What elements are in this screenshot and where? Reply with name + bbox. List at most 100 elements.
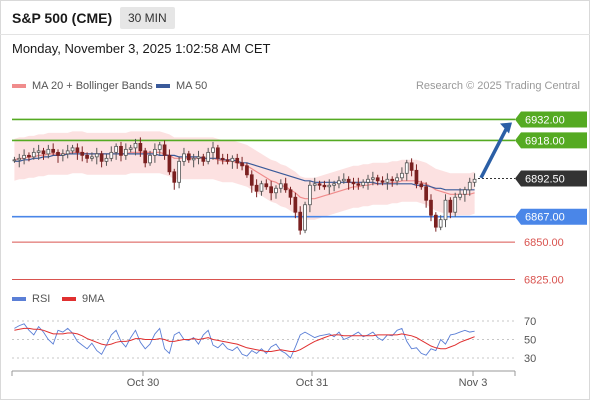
candle-body: [41, 150, 46, 155]
bollinger-bands: [14, 131, 475, 220]
candle: [438, 215, 443, 231]
x-tick-label: Oct 30: [127, 377, 159, 389]
level-label-6918.00: 6918.00: [525, 135, 565, 147]
candle-body: [31, 151, 36, 158]
candle-body: [433, 214, 438, 228]
candle: [322, 180, 327, 190]
candle-body: [56, 151, 60, 156]
candle-body: [240, 162, 244, 167]
candle-body: [361, 181, 366, 186]
rsi-panel: 70 50 30: [12, 316, 536, 365]
candle: [274, 185, 278, 199]
candle: [288, 186, 293, 205]
candle: [94, 147, 99, 165]
candle-body: [400, 172, 404, 179]
candle-body: [99, 153, 104, 162]
candle-body: [424, 186, 428, 201]
candle: [186, 150, 191, 163]
candle-body: [458, 193, 462, 198]
candle: [80, 146, 85, 162]
candle: [303, 201, 307, 234]
candle: [414, 164, 419, 189]
candle: [467, 177, 472, 196]
candle: [283, 177, 288, 193]
candle: [240, 156, 244, 171]
candle-body: [351, 181, 356, 185]
candle: [458, 188, 462, 201]
candle-body: [182, 153, 186, 162]
candle: [337, 176, 341, 189]
candle: [206, 147, 211, 165]
candle: [119, 141, 123, 162]
candle: [298, 206, 303, 235]
candle: [36, 144, 41, 160]
candle: [409, 158, 414, 177]
candle-body: [65, 150, 70, 155]
candle-body: [90, 156, 94, 159]
level-tag-bg: [515, 132, 587, 149]
candle: [167, 149, 172, 175]
legend-ma50: MA 50: [156, 80, 207, 92]
x-tick-label: Nov 3: [459, 377, 488, 389]
forecast-arrow: [479, 122, 512, 179]
level-label-6892.50: 6892.50: [525, 174, 565, 186]
candle-body: [225, 159, 230, 162]
bollinger-band-area: [14, 131, 475, 220]
timestamp: Monday, November 3, 2025 1:02:58 AM CET: [12, 41, 271, 56]
candle-body: [327, 184, 332, 188]
level-tag-6918.00: 6918.00: [515, 132, 587, 149]
candle: [395, 173, 399, 186]
level-tag-6867.00: 6867.00: [515, 208, 587, 225]
candle: [70, 144, 75, 154]
candle: [463, 186, 467, 202]
candle-body: [341, 178, 346, 182]
candle: [114, 143, 118, 160]
candle-body: [322, 184, 327, 188]
candle: [366, 174, 370, 190]
candle-body: [404, 162, 409, 174]
candle: [211, 141, 215, 160]
candle-body: [448, 199, 453, 213]
candle: [143, 147, 148, 168]
candle-body: [12, 159, 17, 162]
level-tag-bg: [515, 111, 587, 128]
level-label-6825.00: 6825.00: [524, 275, 564, 287]
candle-body: [191, 157, 196, 161]
forecast-arrow-head: [500, 122, 512, 134]
candle-body: [467, 181, 472, 191]
candle: [56, 149, 60, 163]
candle: [201, 153, 206, 166]
candle: [216, 144, 220, 165]
interval-badge[interactable]: 30 MIN: [120, 7, 175, 29]
candle-body: [109, 151, 114, 159]
candle-body: [283, 183, 288, 191]
legend-ma20: MA 20 + Bollinger Bands: [12, 80, 153, 92]
candle-body: [429, 199, 433, 216]
rsi-level-label-30: 30: [524, 353, 536, 365]
candle-body: [172, 171, 177, 183]
candle-body: [167, 154, 172, 173]
candle: [51, 143, 56, 156]
candle: [433, 212, 438, 232]
candle: [356, 177, 361, 190]
forecast-arrow-shaft: [479, 126, 509, 179]
candle: [235, 153, 240, 169]
candle-body: [104, 157, 109, 162]
candle: [390, 176, 395, 187]
candle: [380, 176, 385, 186]
candle: [448, 197, 453, 219]
candle: [85, 152, 89, 163]
level-label-6867.00: 6867.00: [525, 212, 565, 224]
candle: [153, 143, 157, 163]
candle-body: [356, 183, 361, 186]
candle: [27, 152, 31, 162]
candle-body: [346, 178, 351, 183]
candle: [46, 144, 51, 159]
candle-body: [201, 156, 206, 162]
candle: [12, 156, 17, 163]
candle-body: [148, 154, 152, 164]
candle-body: [453, 196, 458, 213]
candle: [148, 150, 152, 166]
candle-body: [337, 180, 341, 185]
